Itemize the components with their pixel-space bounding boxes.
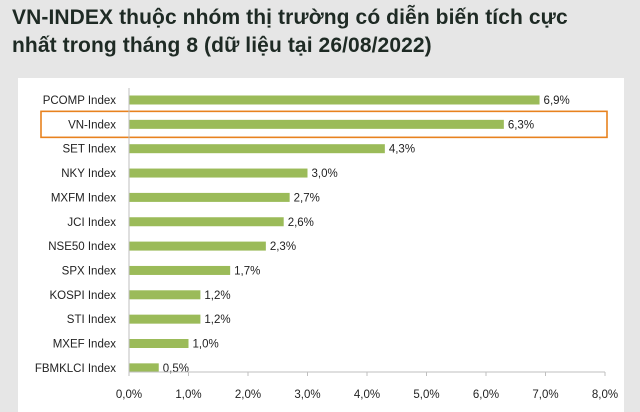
category-label: JCI Index	[67, 217, 116, 229]
value-label: 3,0%	[312, 168, 338, 180]
x-tick-label: 8,0%	[592, 389, 618, 401]
value-label: 6,3%	[508, 119, 534, 131]
value-label: 0,5%	[163, 363, 189, 375]
x-tick-label: 4,0%	[354, 389, 380, 401]
value-label: 1,2%	[204, 290, 230, 302]
bar-jci-index	[129, 217, 284, 227]
bar-pcomp-index	[129, 95, 540, 105]
bar-vn-index	[129, 119, 504, 129]
category-label: NSE50 Index	[48, 241, 116, 253]
value-label: 1,2%	[204, 314, 230, 326]
x-tick-label: 3,0%	[294, 389, 320, 401]
title-line-1: VN-INDEX thuộc nhóm thị trường có diễn b…	[12, 6, 568, 29]
x-tick-label: 7,0%	[532, 389, 558, 401]
category-label: MXEF Index	[53, 339, 117, 351]
chart-panel	[18, 78, 624, 412]
bar-set-index	[129, 144, 385, 154]
chart-title: VN-INDEX thuộc nhóm thị trường có diễn b…	[12, 4, 622, 60]
category-label: FBMKLCI Index	[35, 363, 116, 375]
x-tick-label: 6,0%	[473, 389, 499, 401]
x-tick-label: 2,0%	[235, 389, 261, 401]
value-label: 4,3%	[389, 144, 415, 156]
title-line-2: nhất trong tháng 8 (dữ liệu tại 26/08/20…	[12, 34, 432, 57]
value-label: 2,6%	[288, 217, 314, 229]
category-label: NKY Index	[61, 168, 116, 180]
category-label: KOSPI Index	[50, 290, 117, 302]
value-label: 2,7%	[294, 192, 320, 204]
value-label: 6,9%	[544, 95, 570, 107]
bar-fbmklci-index	[129, 363, 159, 373]
category-label: VN-Index	[68, 119, 116, 131]
category-label: SPX Index	[62, 265, 117, 277]
bar-sti-index	[129, 314, 201, 324]
value-label: 1,0%	[193, 339, 219, 351]
category-label: SET Index	[63, 144, 117, 156]
x-tick-label: 0,0%	[116, 389, 142, 401]
bar-mxef-index	[129, 339, 189, 348]
x-tick-label: 5,0%	[413, 389, 439, 401]
bar-kospi-index	[129, 290, 201, 300]
category-label: PCOMP Index	[43, 95, 117, 107]
x-tick-label: 1,0%	[175, 389, 201, 401]
value-label: 1,7%	[234, 265, 260, 277]
highlight-box	[40, 110, 608, 139]
category-label: MXFM Index	[51, 192, 116, 204]
bar-spx-index	[129, 265, 231, 275]
bar-nky-index	[129, 168, 308, 178]
category-label: STI Index	[67, 314, 116, 326]
bar-nse50-index	[129, 241, 266, 251]
bar-mxfm-index	[129, 192, 290, 202]
value-label: 2,3%	[270, 241, 296, 253]
